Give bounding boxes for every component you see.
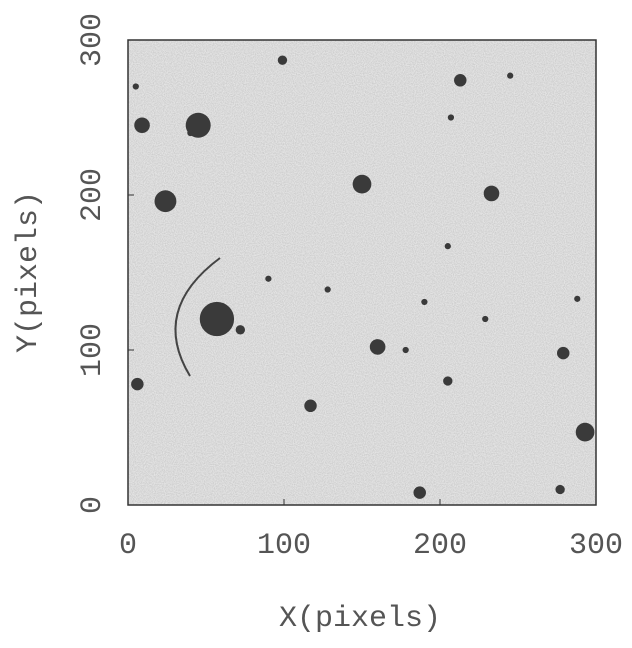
- source: [235, 325, 246, 335]
- plot-frame: [127, 39, 597, 506]
- source: [574, 295, 581, 302]
- source: [413, 486, 426, 499]
- x-axis-label: X(pixels): [279, 602, 441, 636]
- source: [421, 298, 428, 306]
- source: [277, 55, 288, 65]
- source: [482, 315, 489, 323]
- y-tick-label: 100: [76, 323, 110, 377]
- source: [154, 190, 177, 213]
- source: [447, 114, 455, 121]
- source: [265, 275, 272, 282]
- source: [132, 83, 139, 90]
- source: [187, 129, 194, 137]
- y-tick-label: 200: [76, 168, 110, 222]
- source: [369, 339, 386, 355]
- source: [131, 377, 144, 391]
- source: [444, 243, 451, 250]
- arc: [174, 257, 221, 377]
- y-tick-label: 300: [76, 13, 110, 67]
- source: [402, 346, 409, 354]
- source: [443, 376, 453, 386]
- source: [454, 74, 467, 87]
- source: [352, 174, 372, 194]
- x-tick-label: 100: [257, 529, 311, 563]
- x-tick-label: 200: [413, 529, 467, 563]
- x-tick-label: 300: [569, 529, 623, 563]
- source: [304, 399, 317, 413]
- source: [134, 117, 150, 134]
- source: [324, 286, 331, 293]
- source: [557, 346, 570, 360]
- y-axis-label: Y(pixels): [12, 191, 46, 353]
- source: [507, 72, 514, 79]
- y-tick-label: 0: [76, 496, 110, 514]
- source: [199, 301, 235, 337]
- x-tick-label: 0: [119, 529, 137, 563]
- source: [555, 484, 565, 495]
- image-noise: [128, 40, 596, 505]
- source: [575, 422, 595, 442]
- source: [483, 185, 500, 202]
